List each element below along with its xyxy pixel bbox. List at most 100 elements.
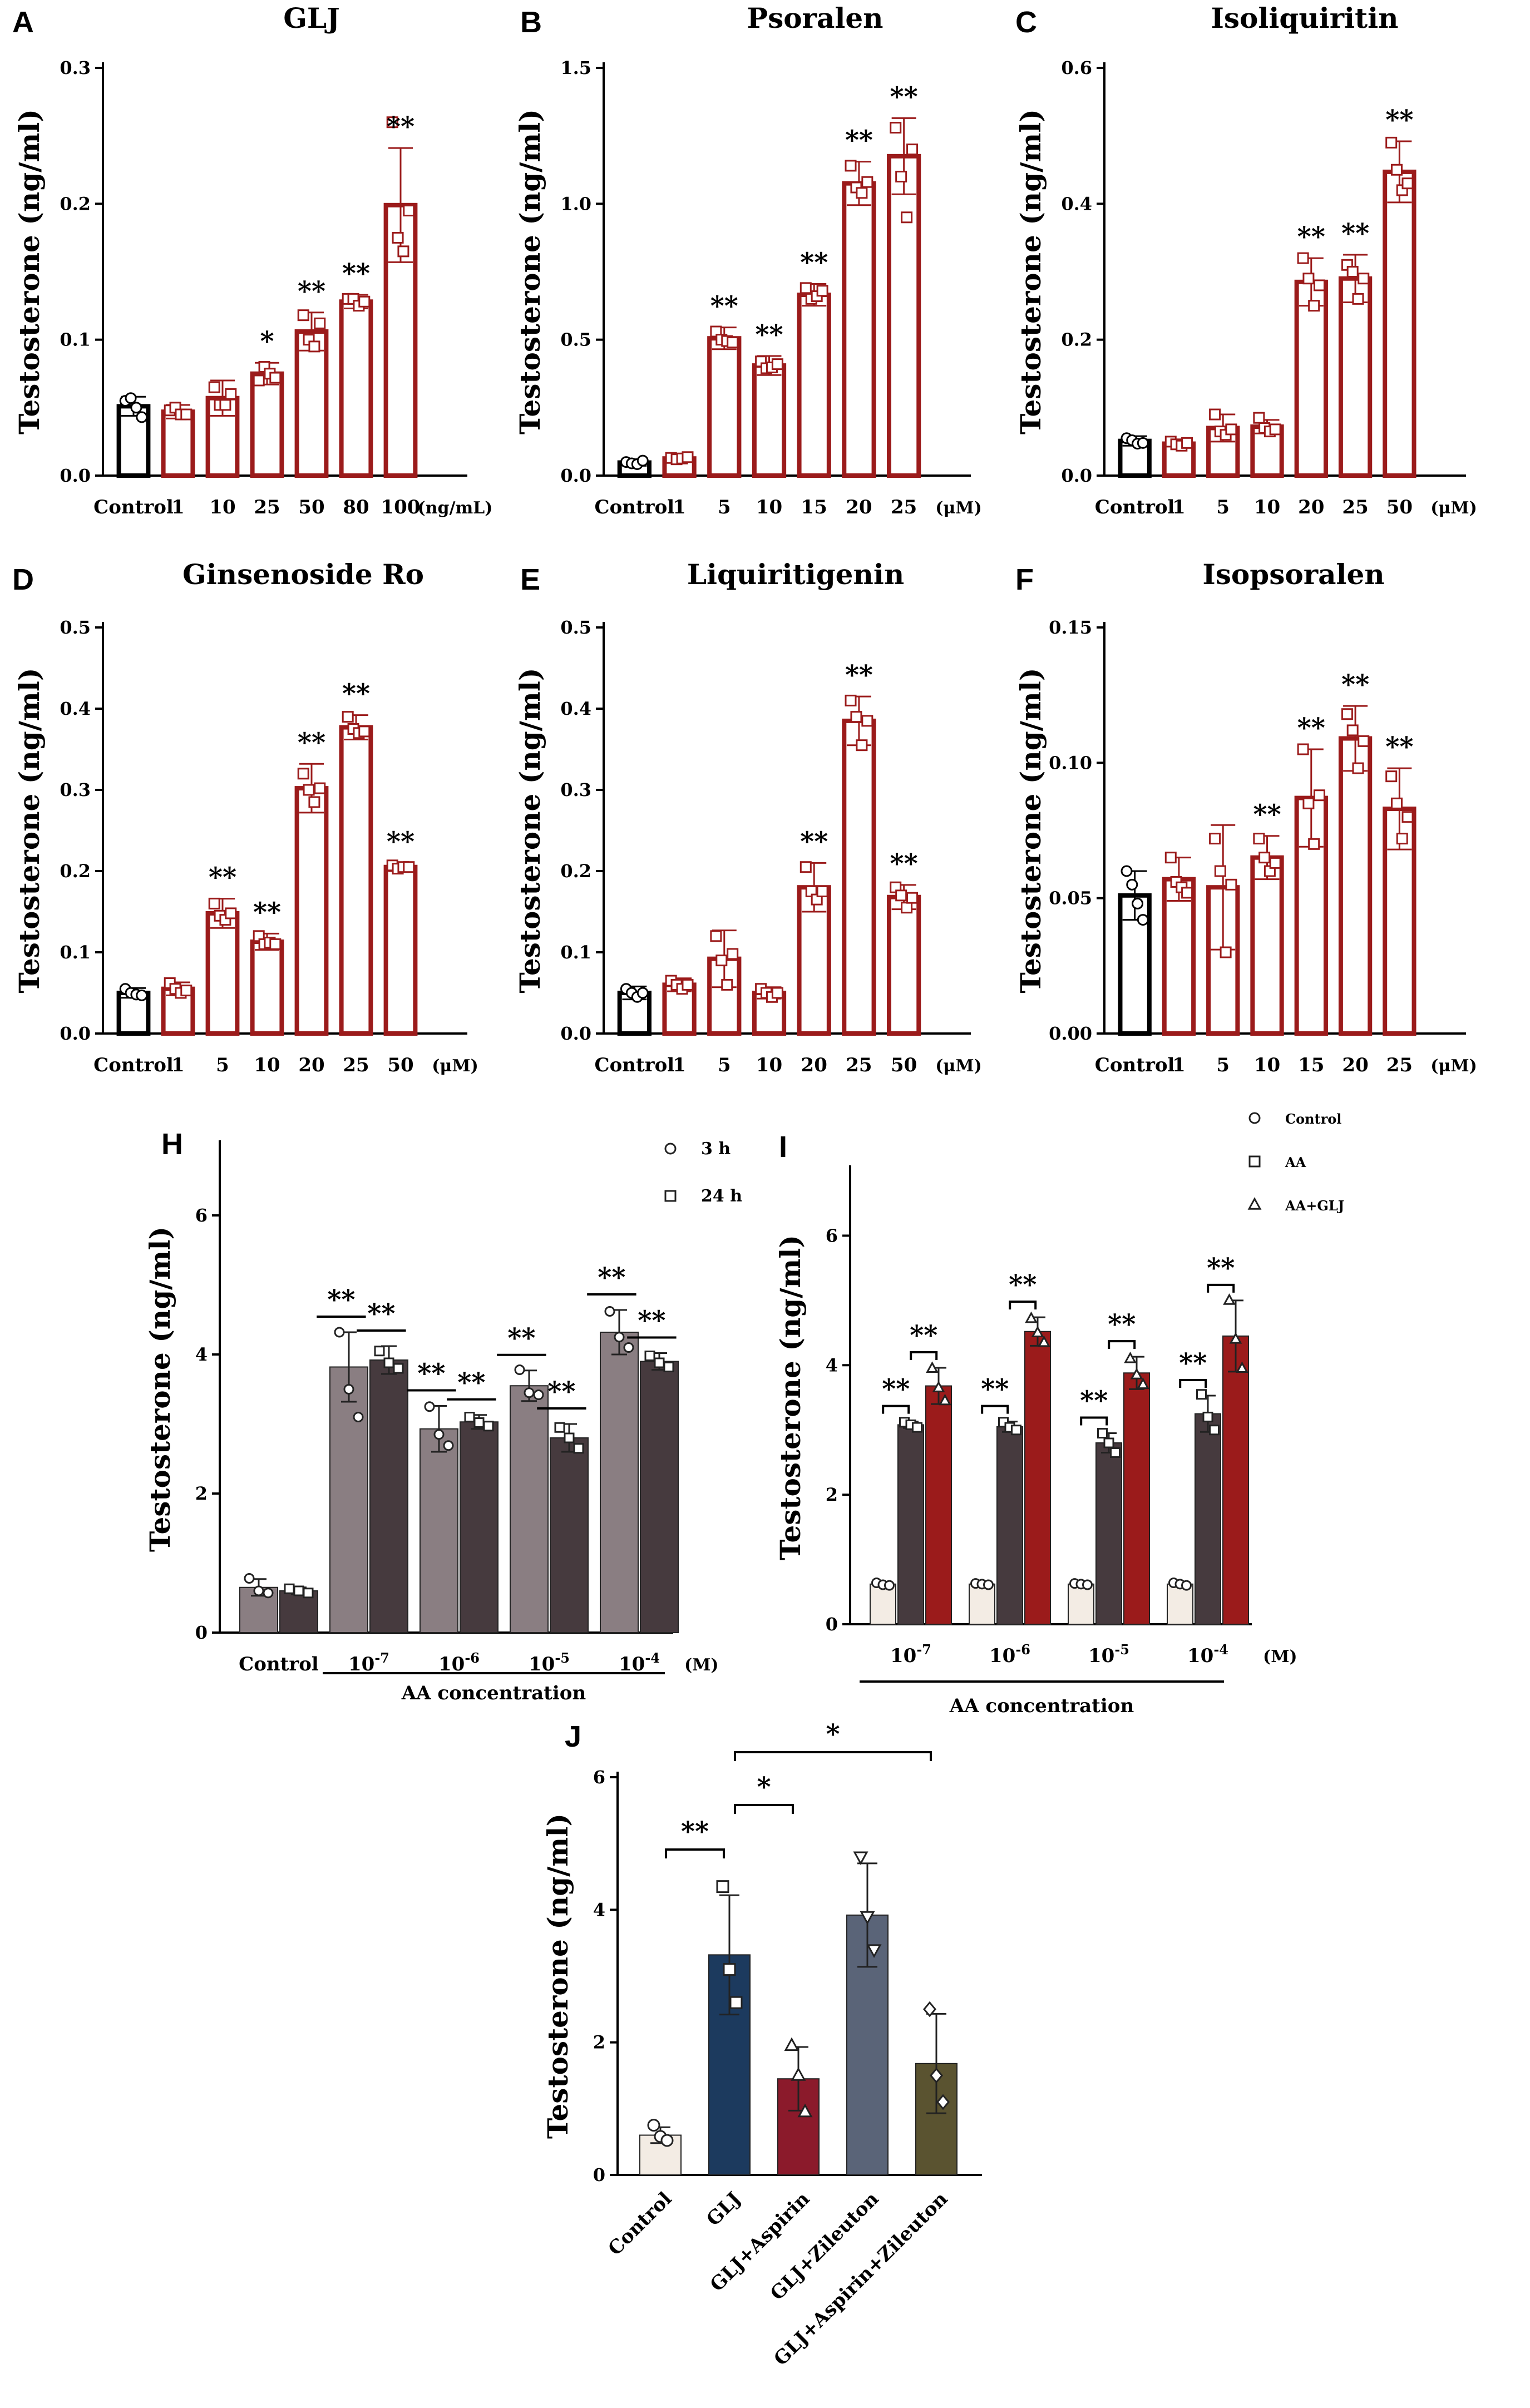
category-label: 1 (673, 1054, 686, 1076)
bar (419, 1428, 458, 1633)
significance-label: ** (910, 1320, 937, 1351)
data-point (208, 897, 220, 909)
panel-title: Psoralen (747, 2, 884, 34)
significance-label: ** (1108, 1309, 1136, 1340)
panel-H: 0 2 4 6 Testosterone (ng/ml) H Control ** ** 10-7… (144, 1128, 742, 1704)
data-point (293, 1585, 304, 1596)
category-label: 100 (381, 496, 421, 518)
data-point (397, 245, 409, 258)
data-point (816, 886, 828, 897)
significance-label: ** (755, 319, 783, 350)
category-label: 5 (718, 496, 731, 518)
data-point (901, 902, 913, 914)
category-label: 5 (1216, 496, 1230, 518)
y-tick-label: 0.0 (560, 465, 591, 486)
data-point (784, 2037, 799, 2051)
data-point (1358, 735, 1370, 747)
bar (996, 1426, 1023, 1625)
bar (329, 1366, 368, 1633)
data-point (727, 948, 739, 960)
y-tick-label: 0.3 (60, 779, 91, 800)
data-point (403, 205, 415, 217)
data-point (890, 122, 902, 134)
bar (600, 1332, 639, 1633)
data-point (912, 1422, 922, 1433)
category-label: 1 (673, 496, 686, 518)
category-label: 80 (343, 496, 369, 518)
bar (1222, 1335, 1249, 1625)
bar (1250, 855, 1284, 1036)
significance-label: ** (1297, 221, 1325, 253)
category-label: Control (595, 1054, 675, 1076)
data-point (856, 739, 868, 751)
data-point (1103, 1437, 1114, 1448)
panel-letter: F (1015, 563, 1034, 596)
data-point (983, 1579, 994, 1590)
category-label: 50 (298, 496, 324, 518)
data-point (225, 907, 237, 919)
significance-label: ** (507, 1323, 535, 1354)
bar (1123, 1372, 1150, 1625)
significance-label: ** (367, 1298, 395, 1329)
data-point (284, 1583, 295, 1594)
comparison-bracket (734, 1804, 794, 1814)
significance-label: ** (681, 1816, 709, 1847)
significance-label: ** (845, 125, 873, 156)
y-tick-label: 1.0 (560, 193, 591, 214)
significance-label: ** (981, 1374, 1009, 1405)
data-point (383, 1357, 394, 1368)
panel-A: 0.0 0.1 0.2 0.3 Testosterone (ng/ml) A GLJ Cont… (12, 2, 492, 518)
data-point (856, 187, 868, 199)
data-point (1308, 838, 1320, 850)
significance-label: ** (342, 679, 370, 710)
y-tick-label: 2 (826, 1484, 838, 1505)
data-point (308, 340, 320, 353)
significance-label: ** (598, 1262, 625, 1293)
unit-label: (μM) (935, 498, 982, 518)
data-point (1352, 762, 1364, 774)
data-point (930, 2067, 943, 2084)
data-point (483, 1421, 494, 1432)
bar (550, 1437, 589, 1633)
bar (460, 1421, 499, 1633)
bar (1338, 276, 1373, 478)
significance-label: ** (882, 1374, 910, 1405)
data-point (1253, 412, 1265, 424)
data-point (308, 796, 320, 808)
data-point (715, 955, 728, 967)
category-label: 15 (801, 496, 827, 518)
legend-marker (664, 1190, 677, 1202)
category-label: 15 (1298, 1054, 1324, 1076)
category-label: 10-6 (438, 1650, 480, 1676)
category-label: 20 (298, 1054, 324, 1076)
data-point (860, 1911, 875, 1925)
category-exponent: -4 (1213, 1641, 1228, 1658)
data-point (1313, 279, 1325, 291)
data-point (771, 987, 783, 999)
data-point (866, 1944, 882, 1958)
panel-letter: H (161, 1128, 183, 1161)
data-point (358, 725, 371, 738)
bar (250, 940, 284, 1036)
data-point (1302, 797, 1315, 809)
category-label: Control (93, 1054, 174, 1076)
y-tick-label: 0.0 (1061, 465, 1092, 486)
data-point (906, 144, 919, 156)
bar (797, 293, 831, 478)
data-point (1130, 1368, 1143, 1379)
data-point (1082, 1579, 1093, 1590)
y-axis-label: Testosterone (ng/ml) (1014, 109, 1047, 434)
data-point (1214, 865, 1226, 877)
y-tick-label: 0 (826, 1614, 838, 1635)
significance-label: ** (710, 291, 738, 322)
data-point (1401, 811, 1414, 823)
data-point (1121, 865, 1133, 877)
data-point (853, 1851, 868, 1866)
data-point (343, 1384, 354, 1395)
data-point (647, 2119, 660, 2132)
category-label: 10 (1254, 1054, 1280, 1076)
y-tick-label: 0.5 (60, 617, 91, 638)
data-point (654, 1357, 665, 1368)
y-tick-label: 4 (195, 1344, 208, 1365)
